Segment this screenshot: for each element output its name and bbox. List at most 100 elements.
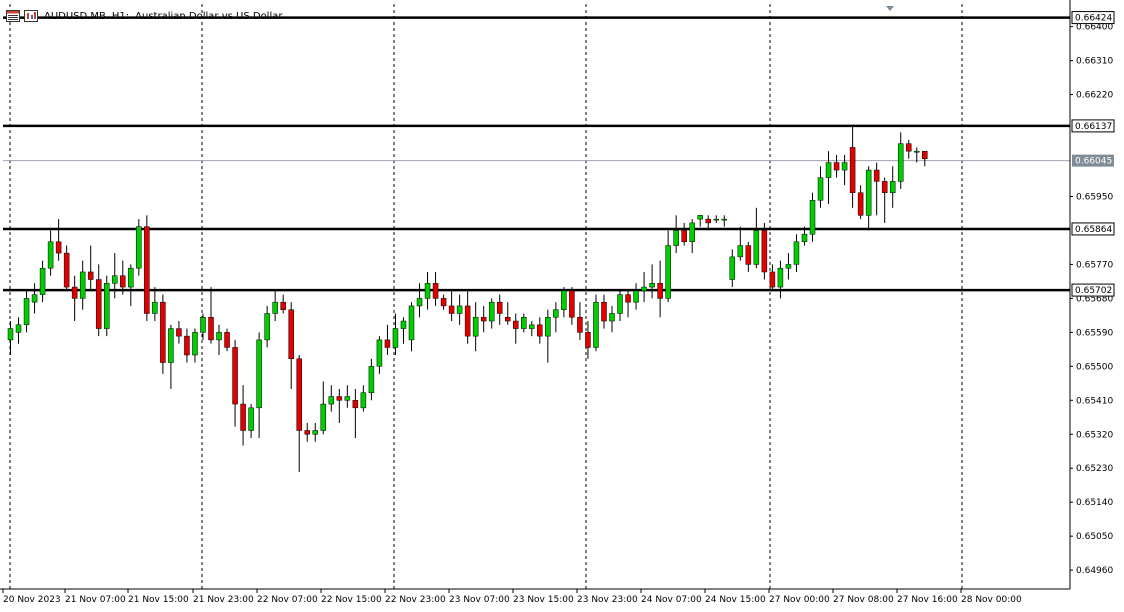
candle-body[interactable]: [63, 252, 70, 288]
candle-body[interactable]: [825, 162, 832, 178]
candle-body[interactable]: [577, 317, 583, 333]
candle-body[interactable]: [408, 305, 415, 341]
candle-body[interactable]: [432, 283, 439, 299]
candle-body[interactable]: [504, 317, 511, 322]
candle-body[interactable]: [905, 143, 912, 152]
candle-body[interactable]: [224, 332, 230, 348]
candle-body[interactable]: [488, 301, 495, 322]
candle-body[interactable]: [79, 271, 86, 299]
candle-body[interactable]: [248, 407, 254, 431]
candle-body[interactable]: [857, 192, 864, 216]
candle-body[interactable]: [809, 200, 816, 235]
candle-body[interactable]: [200, 317, 206, 333]
candle-body[interactable]: [336, 396, 343, 401]
candle-body[interactable]: [95, 279, 102, 329]
candle-body[interactable]: [521, 317, 527, 329]
candle-body[interactable]: [112, 275, 118, 284]
candle-body[interactable]: [392, 328, 399, 348]
candle-body[interactable]: [922, 150, 928, 159]
candle-body[interactable]: [448, 305, 455, 314]
candle-body[interactable]: [833, 162, 840, 171]
candle-body[interactable]: [881, 181, 888, 193]
candle-body[interactable]: [561, 290, 567, 310]
candle-body[interactable]: [39, 267, 46, 295]
candle-body[interactable]: [176, 328, 182, 337]
candle-body[interactable]: [344, 396, 351, 401]
candle-body[interactable]: [496, 301, 503, 314]
candle-body[interactable]: [769, 271, 776, 288]
candle-body[interactable]: [400, 320, 407, 329]
candle-body[interactable]: [480, 317, 487, 322]
candle-body[interactable]: [617, 294, 623, 314]
candle-body[interactable]: [865, 169, 872, 216]
candle-body[interactable]: [681, 230, 687, 243]
candle-body[interactable]: [304, 430, 310, 435]
candle-body[interactable]: [849, 147, 856, 193]
candle-body[interactable]: [585, 332, 591, 348]
table-icon[interactable]: [6, 10, 20, 22]
candle-body[interactable]: [328, 396, 335, 405]
candle-body[interactable]: [649, 283, 655, 288]
candle-body[interactable]: [729, 256, 736, 280]
candle-body[interactable]: [47, 241, 54, 269]
candle-body[interactable]: [136, 226, 142, 269]
candle-body[interactable]: [777, 267, 784, 288]
candle-body[interactable]: [601, 301, 607, 322]
candle-body[interactable]: [296, 358, 302, 431]
candle-body[interactable]: [841, 162, 848, 171]
candle-body[interactable]: [889, 181, 896, 193]
candle-body[interactable]: [689, 222, 695, 243]
candle-body[interactable]: [352, 400, 359, 409]
candle-body[interactable]: [87, 271, 94, 280]
candle-body[interactable]: [103, 283, 110, 329]
candle-body[interactable]: [320, 403, 327, 431]
candle-body[interactable]: [240, 403, 246, 431]
candle-body[interactable]: [593, 301, 599, 348]
candle-body[interactable]: [641, 286, 647, 292]
candle-body[interactable]: [569, 290, 575, 318]
candle-body[interactable]: [761, 230, 768, 273]
candle-body[interactable]: [160, 301, 166, 363]
candle-body[interactable]: [793, 241, 800, 265]
candle-body[interactable]: [914, 150, 920, 153]
candle-body[interactable]: [464, 305, 471, 337]
candle-body[interactable]: [360, 392, 367, 409]
candle-body[interactable]: [553, 309, 559, 318]
shift-marker-icon[interactable]: [886, 6, 894, 11]
candle-body[interactable]: [625, 294, 631, 303]
candle-body[interactable]: [817, 177, 824, 201]
candle-body[interactable]: [144, 226, 150, 314]
candle-body[interactable]: [721, 218, 728, 221]
candle-body[interactable]: [192, 332, 198, 356]
candle-body[interactable]: [264, 313, 270, 341]
candle-body[interactable]: [23, 298, 30, 326]
candle-body[interactable]: [256, 339, 262, 409]
candle-body[interactable]: [705, 218, 711, 224]
candle-body[interactable]: [376, 339, 383, 367]
candle-body[interactable]: [665, 245, 671, 299]
candle-body[interactable]: [537, 324, 543, 337]
candle-body[interactable]: [873, 169, 880, 182]
candle-body[interactable]: [673, 230, 679, 246]
candle-body[interactable]: [657, 283, 663, 299]
candle-body[interactable]: [312, 430, 319, 435]
candle-body[interactable]: [7, 328, 14, 341]
candle-body[interactable]: [384, 339, 391, 348]
candle-body[interactable]: [272, 301, 278, 314]
candle-body[interactable]: [697, 215, 703, 220]
candle-body[interactable]: [472, 317, 479, 337]
candle-body[interactable]: [801, 233, 808, 243]
candle-body[interactable]: [288, 309, 294, 360]
candle-body[interactable]: [424, 283, 431, 299]
candle-body[interactable]: [232, 347, 238, 405]
candle-body[interactable]: [216, 332, 222, 341]
candle-body[interactable]: [785, 264, 792, 269]
candle-body[interactable]: [71, 286, 78, 299]
candle-body[interactable]: [529, 324, 535, 329]
candle-body[interactable]: [184, 335, 190, 356]
candle-body[interactable]: [168, 328, 174, 363]
candle-body[interactable]: [456, 305, 463, 314]
candle-body[interactable]: [737, 245, 744, 258]
